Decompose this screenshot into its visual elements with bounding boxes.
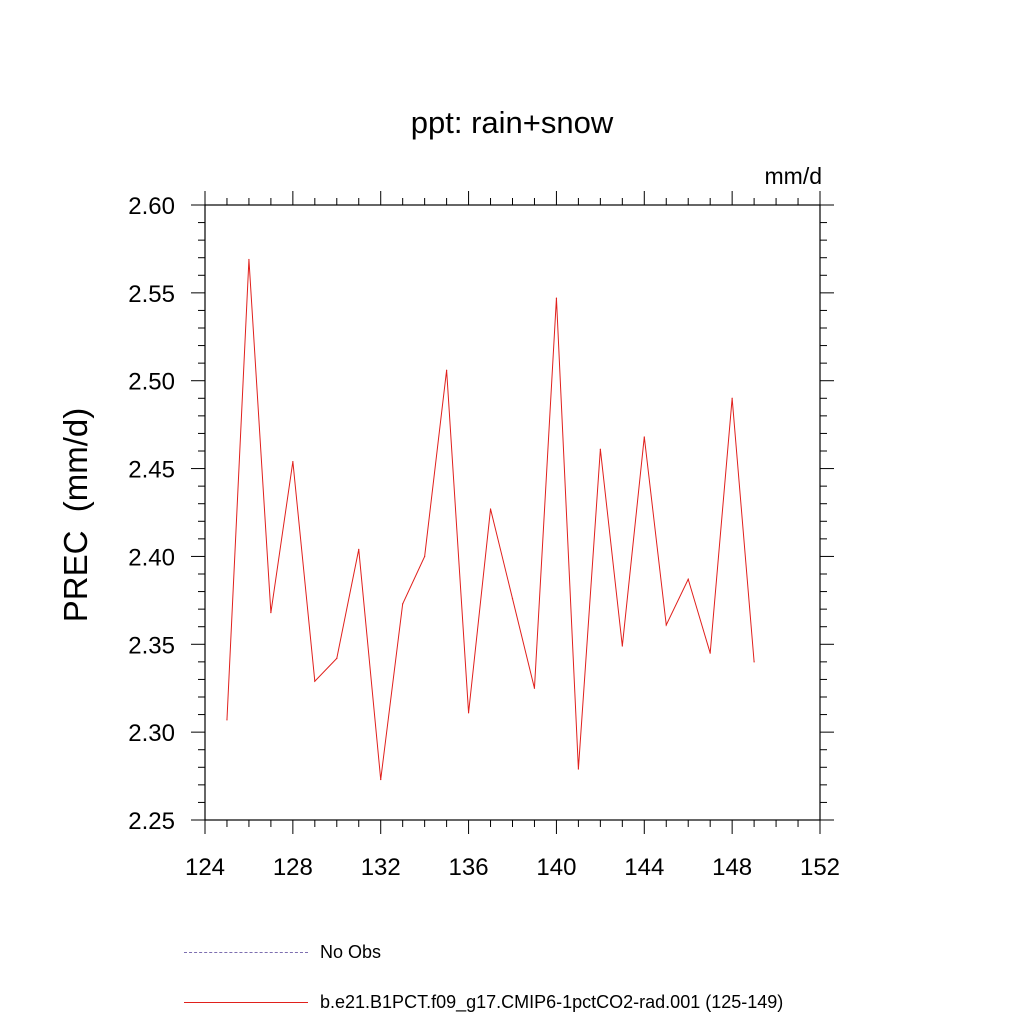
data-point xyxy=(270,612,272,614)
data-point xyxy=(446,369,448,371)
y-tick-label: 2.35 xyxy=(128,632,175,659)
data-point xyxy=(555,297,558,299)
y-tick-label: 2.55 xyxy=(128,281,175,308)
x-tick-label: 128 xyxy=(273,854,313,881)
legend-label: b.e21.B1PCT.f09_g17.CMIP6-1pctCO2-rad.00… xyxy=(320,991,784,1012)
x-tick-label: 152 xyxy=(800,854,840,881)
data-point xyxy=(621,645,623,647)
x-tick-label: 136 xyxy=(449,854,489,881)
x-tick-label: 148 xyxy=(712,854,752,881)
chart-title: ppt: rain+snow xyxy=(410,105,614,140)
plot-frame xyxy=(204,204,821,821)
data-point xyxy=(489,508,492,510)
data-point xyxy=(687,578,689,580)
x-tick-label: 124 xyxy=(185,854,225,881)
series-line xyxy=(226,259,755,780)
legend-swatch-solid xyxy=(184,1001,308,1003)
y-tick-label: 2.50 xyxy=(128,369,175,396)
legend-item-no-obs: No Obs xyxy=(184,940,381,964)
data-point xyxy=(336,657,338,659)
y-tick-label: 2.25 xyxy=(128,808,175,835)
y-tick-label: 2.60 xyxy=(128,193,175,220)
data-point xyxy=(402,603,404,605)
data-point xyxy=(467,712,470,714)
data-point xyxy=(665,624,667,626)
data-point xyxy=(314,680,316,682)
legend-item-series: b.e21.B1PCT.f09_g17.CMIP6-1pctCO2-rad.00… xyxy=(184,990,783,1014)
data-point xyxy=(643,436,645,438)
data-point xyxy=(226,719,228,721)
data-point xyxy=(292,460,294,463)
y-tick-label: 2.30 xyxy=(128,720,175,747)
data-point xyxy=(380,778,382,781)
data-point xyxy=(577,768,579,770)
legend-label: No Obs xyxy=(320,941,382,962)
data-point xyxy=(709,652,711,654)
data-point xyxy=(424,555,426,558)
data-point xyxy=(358,548,360,551)
x-tick-label: 140 xyxy=(536,854,576,881)
x-tick-label: 132 xyxy=(361,854,401,881)
x-tick-label: 144 xyxy=(624,854,664,881)
y-tick-label: 2.40 xyxy=(128,544,175,571)
data-point xyxy=(511,598,514,600)
legend-swatch-dashed xyxy=(184,951,308,953)
data-point xyxy=(248,258,250,261)
y-tick-label: 2.45 xyxy=(128,457,175,484)
units-label: mm/d xyxy=(764,163,823,189)
data-point xyxy=(533,687,536,689)
data-point xyxy=(599,448,601,450)
data-point xyxy=(731,397,733,399)
data-point xyxy=(753,661,755,663)
